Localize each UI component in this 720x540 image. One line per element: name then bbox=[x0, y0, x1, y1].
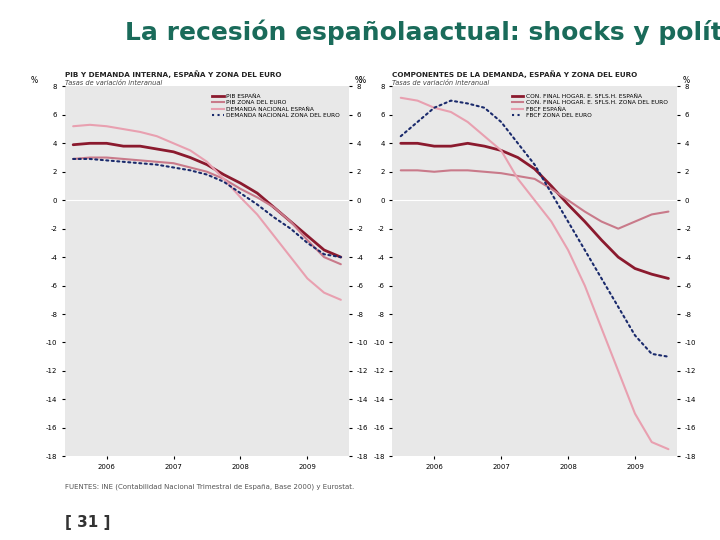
Text: %: % bbox=[355, 76, 362, 85]
Text: Macroeconomía: Macroeconomía bbox=[9, 215, 23, 325]
Text: Tasas de variación interanual: Tasas de variación interanual bbox=[65, 80, 162, 86]
Legend: PIB ESPAÑA, PIB ZONA DEL EURO, DEMANDA NACIONAL ESPAÑA, DEMANDA NACIONAL ZONA DE: PIB ESPAÑA, PIB ZONA DEL EURO, DEMANDA N… bbox=[212, 93, 341, 119]
Text: PIB Y DEMANDA INTERNA, ESPAÑA Y ZONA DEL EURO: PIB Y DEMANDA INTERNA, ESPAÑA Y ZONA DEL… bbox=[65, 70, 282, 78]
Text: %: % bbox=[359, 76, 365, 85]
Text: %: % bbox=[683, 76, 690, 85]
Legend: CON. FINAL HOGAR. E. SFLS.H. ESPAÑA, CON. FINAL HOGAR. E. SFLS.H. ZONA DEL EURO,: CON. FINAL HOGAR. E. SFLS.H. ESPAÑA, CON… bbox=[511, 93, 668, 119]
Text: COMPONENTES DE LA DEMANDA, ESPAÑA Y ZONA DEL EURO: COMPONENTES DE LA DEMANDA, ESPAÑA Y ZONA… bbox=[392, 70, 638, 78]
Text: Tasas de variación interanual: Tasas de variación interanual bbox=[392, 80, 490, 86]
Text: La recesión españolaactual: shocks y políticas: La recesión españolaactual: shocks y pol… bbox=[125, 19, 720, 45]
Text: %: % bbox=[31, 76, 37, 85]
Text: FUENTES: INE (Contabilidad Nacional Trimestral de España, Base 2000) y Eurostat.: FUENTES: INE (Contabilidad Nacional Trim… bbox=[65, 484, 354, 490]
Text: [ 31 ]: [ 31 ] bbox=[65, 515, 110, 530]
